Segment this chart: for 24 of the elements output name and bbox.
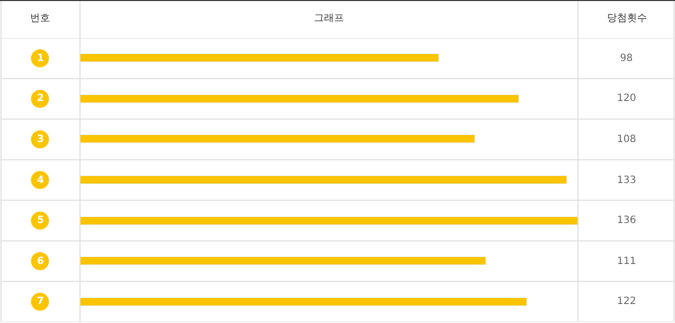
- data-label: 133: [617, 175, 636, 186]
- data-label: 108: [617, 134, 636, 145]
- y-tick-label: 1: [37, 53, 44, 64]
- y-tick-label: 6: [37, 256, 44, 267]
- bar: [80, 176, 567, 184]
- y-tick-label: 2: [37, 93, 44, 104]
- data-label: 120: [617, 93, 636, 104]
- bar: [80, 256, 486, 265]
- y-tick-label: 3: [37, 134, 44, 145]
- data-label: 136: [617, 215, 636, 226]
- data-label: 122: [617, 296, 636, 307]
- bar: [80, 298, 527, 306]
- bar: [80, 54, 439, 62]
- data-label: 111: [617, 256, 636, 267]
- y-tick-label: 4: [37, 175, 44, 186]
- bar: [80, 134, 475, 143]
- bar: [80, 94, 519, 103]
- data-label: 98: [620, 53, 633, 64]
- bar: [80, 216, 578, 225]
- y-axis-title: 번호: [30, 13, 50, 24]
- text: 그래프: [314, 13, 344, 24]
- y-tick-label: 7: [37, 296, 44, 307]
- y-tick-label: 5: [37, 215, 44, 226]
- text: 당첨횟수: [607, 13, 647, 24]
